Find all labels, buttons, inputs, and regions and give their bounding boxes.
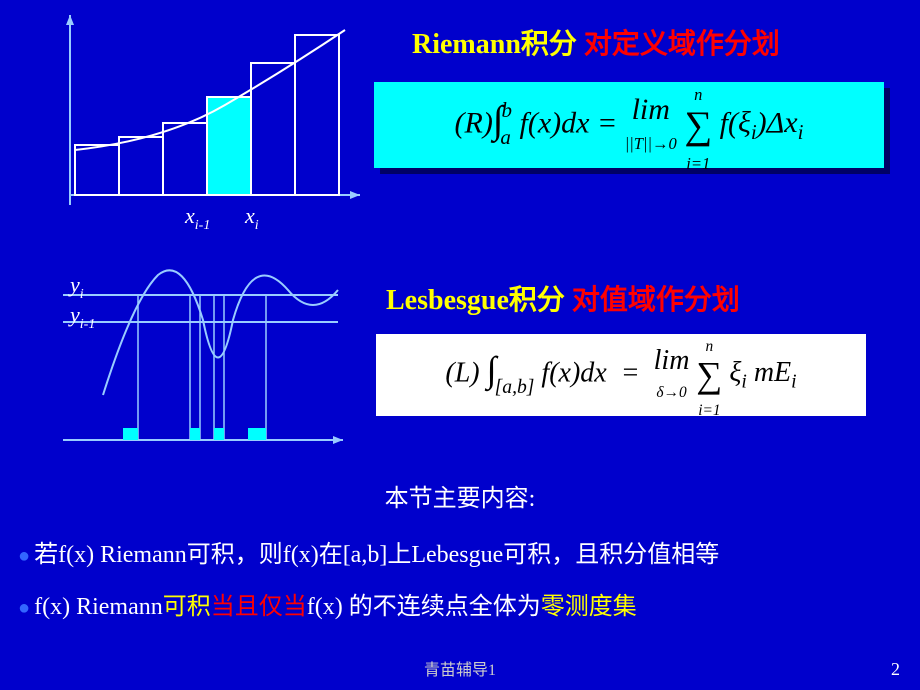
bullet-icon: ● [18,597,30,619]
bullet-1-text: 若f(x) Riemann可积，则f(x)在[a,b]上Lebesgue可积，且… [34,542,719,568]
bullet-2-p1: f(x) Riemann [34,594,163,620]
bullet-2-p2: 可积 [163,594,211,620]
svg-text:xi-1: xi-1 [184,203,210,233]
bullet-1: ●若f(x) Riemann可积，则f(x)在[a,b]上Lebesgue可积，… [0,537,920,573]
svg-text:yi-1: yi-1 [68,302,95,332]
lebesgue-chart: yi yi-1 [58,260,348,460]
bullet-2-p5: 零测度集 [541,594,637,620]
content-heading: 本节主要内容: [0,478,920,513]
lebesgue-formula: (L) ∫[a,b] f(x)dx = limδ→0 n∑i=1 ξi mEi [376,334,866,416]
bullet-icon: ● [18,545,30,567]
riemann-title-red: 对定义域作分划 [577,29,780,60]
bullet-2: ●f(x) Riemann可积当且仅当f(x) 的不连续点全体为零测度集 [0,589,920,625]
svg-text:xi: xi [244,203,259,233]
riemann-formula: (R)∫ab f(x)dx = lim||T||→0 n∑i=1 f(ξi)Δx… [374,82,884,168]
riemann-chart: xi-1 xi [45,10,365,235]
lebesgue-title: Lesbesgue积分 对值域作分划 [386,278,740,318]
lebesgue-title-red: 对值域作分划 [565,285,740,316]
svg-text:yi: yi [68,272,84,302]
page-number: 2 [891,659,900,680]
riemann-title: Riemann积分 对定义域作分划 [412,22,780,62]
riemann-title-yellow: Riemann积分 [412,29,577,60]
footer-text: 青苗辅导1 [0,656,920,680]
bullet-2-p4: f(x) 的不连续点全体为 [307,594,541,620]
bullet-2-p3: 当且仅当 [211,594,307,620]
lebesgue-title-yellow: Lesbesgue积分 [386,285,565,316]
content-section: 本节主要内容: ●若f(x) Riemann可积，则f(x)在[a,b]上Leb… [0,478,920,641]
